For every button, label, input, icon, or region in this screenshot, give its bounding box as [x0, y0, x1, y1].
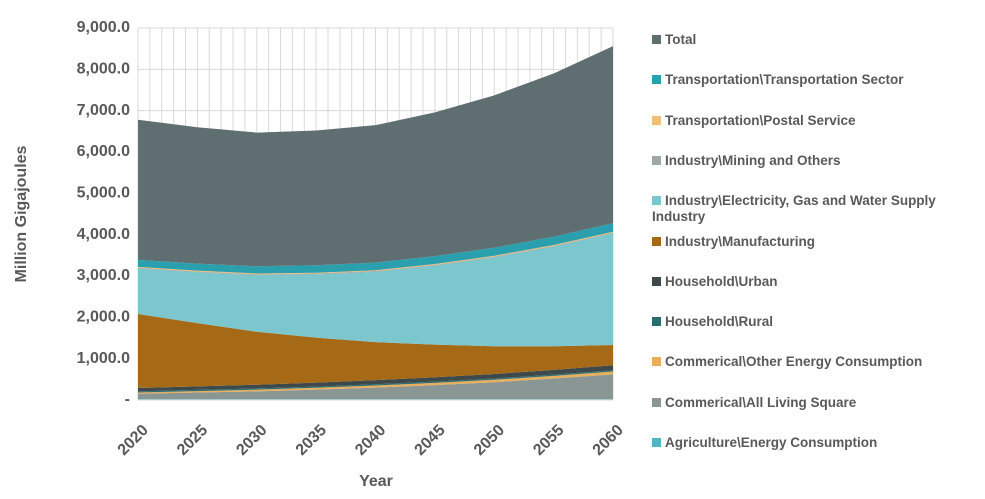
legend-swatch	[652, 317, 661, 327]
legend-swatch	[652, 276, 661, 286]
legend-item: Transportation\Transportation Sector	[652, 72, 982, 88]
legend-item: Commerical\All Living Square	[652, 395, 982, 411]
legend-label: Industry\Manufacturing	[665, 233, 816, 249]
x-tick-label: 2030	[233, 422, 270, 459]
legend-item: Commerical\Other Energy Consumption	[652, 354, 982, 370]
legend-label: Transportation\Postal Service	[665, 112, 856, 128]
legend-label: Household\Urban	[665, 273, 778, 289]
legend-item: Industry\Electricity, Gas and Water Supp…	[652, 193, 982, 225]
chart: Million Gigajoules Year - 1,000.0 2,000.0 3…	[13, 19, 627, 490]
x-tick-label: 2060	[590, 422, 627, 459]
x-tick-label: 2020	[115, 422, 152, 459]
legend-label: Transportation\Transportation Sector	[665, 72, 904, 88]
area	[138, 374, 613, 400]
area	[138, 314, 613, 389]
y-tick-label: 4,000.0	[77, 226, 130, 243]
area	[138, 371, 613, 394]
legend-label: Industry\Electricity, Gas and Water Supp…	[652, 193, 936, 225]
y-tick-label: 3,000.0	[77, 267, 130, 284]
area	[138, 231, 613, 275]
x-tick-label: 2040	[352, 422, 389, 459]
legend-item: Total	[652, 32, 982, 48]
legend-item: Industry\Manufacturing	[652, 234, 982, 250]
y-tick-label: 6,000.0	[77, 143, 130, 160]
x-tick-label: 2050	[471, 422, 508, 459]
legend-swatch	[652, 438, 661, 447]
legend-item: Transportation\Postal Service	[652, 113, 982, 129]
area	[138, 223, 613, 274]
legend-item: Household\Urban	[652, 274, 982, 290]
x-tick-label: 2025	[174, 422, 211, 459]
legend-swatch	[652, 155, 661, 165]
legend-swatch	[652, 196, 661, 206]
x-tick-label: 2055	[530, 422, 567, 459]
legend-swatch	[652, 397, 661, 407]
area	[138, 365, 613, 392]
legend-item: Household\Rural	[652, 314, 982, 330]
x-tick-label: 2035	[293, 422, 330, 459]
legend-label: Commerical\Other Energy Consumption	[665, 354, 923, 370]
area	[138, 46, 613, 267]
legend-swatch	[652, 357, 661, 367]
legend: Total Transportation\Transportation Secto…	[652, 0, 985, 494]
area	[138, 233, 613, 347]
legend-label: Commerical\All Living Square	[665, 394, 857, 410]
legend-label: Total	[665, 32, 697, 47]
y-tick-label: 2,000.0	[77, 309, 130, 326]
legend-label: Household\Rural	[665, 314, 774, 330]
legend-item: Industry\Mining and Others	[652, 153, 982, 169]
y-tick-label: 1,000.0	[77, 350, 130, 367]
legend-swatch	[652, 115, 661, 125]
legend-swatch	[652, 35, 661, 44]
legend-label: Agriculture\Energy Consumption	[665, 435, 878, 450]
legend-swatch	[652, 236, 661, 246]
y-tick-label: 8,000.0	[77, 61, 130, 78]
area	[138, 232, 613, 276]
legend-label: Industry\Mining and Others	[665, 152, 841, 168]
y-tick-label: 9,000.0	[77, 19, 130, 36]
legend-item: Agriculture\Energy Consumption	[652, 435, 982, 451]
y-axis-title: Million Gigajoules	[13, 145, 30, 282]
areas	[138, 46, 613, 400]
x-axis-title: Year	[359, 473, 393, 490]
area	[138, 370, 613, 393]
x-tick-label: 2045	[411, 422, 448, 459]
y-tick-label: -	[125, 391, 130, 408]
y-tick-label: 7,000.0	[77, 102, 130, 119]
y-tick-label: 5,000.0	[77, 185, 130, 202]
legend-swatch	[652, 75, 661, 85]
